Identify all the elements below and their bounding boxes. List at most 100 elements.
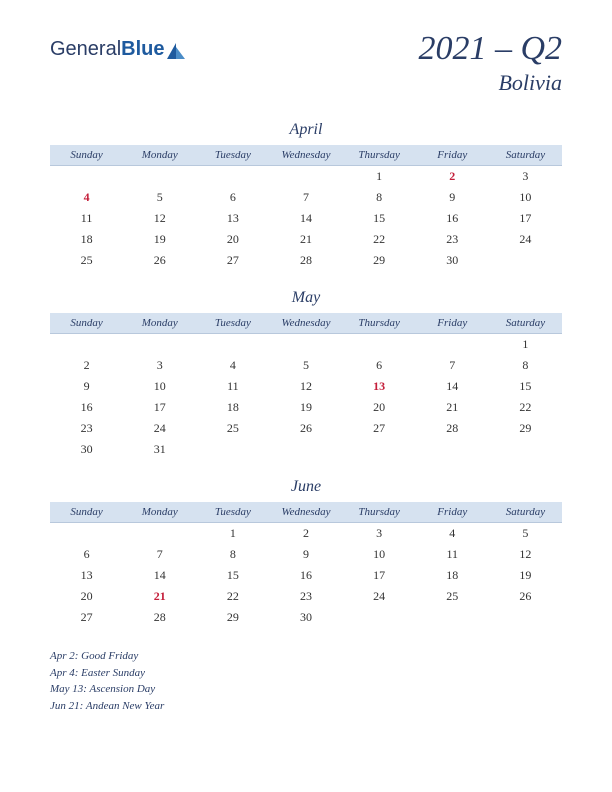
calendar-day: 10 <box>343 544 416 565</box>
calendar-day: 5 <box>269 355 342 376</box>
day-header: Friday <box>416 145 489 166</box>
calendar-day <box>269 439 342 460</box>
calendar-day: 7 <box>269 187 342 208</box>
day-header: Saturday <box>489 313 562 334</box>
calendar-day: 4 <box>416 523 489 545</box>
calendar-day: 4 <box>196 355 269 376</box>
calendar-day <box>196 166 269 188</box>
calendar-day: 8 <box>343 187 416 208</box>
calendar-day: 9 <box>269 544 342 565</box>
logo-triangle-icon-2 <box>176 47 185 59</box>
calendar-day: 19 <box>489 565 562 586</box>
calendar-day: 5 <box>489 523 562 545</box>
calendar-row: 20212223242526 <box>50 586 562 607</box>
calendar-day <box>50 334 123 356</box>
calendar-day: 13 <box>50 565 123 586</box>
calendar-row: 23242526272829 <box>50 418 562 439</box>
calendar-day: 5 <box>123 187 196 208</box>
logo-triangle-icon <box>167 43 176 59</box>
calendar-row: 13141516171819 <box>50 565 562 586</box>
calendar-day: 24 <box>123 418 196 439</box>
day-header: Sunday <box>50 145 123 166</box>
calendar-day: 15 <box>343 208 416 229</box>
month-name: April <box>50 121 562 139</box>
calendar-day: 16 <box>50 397 123 418</box>
calendar-row: 18192021222324 <box>50 229 562 250</box>
month-block: JuneSundayMondayTuesdayWednesdayThursday… <box>50 478 562 628</box>
calendar-day: 17 <box>343 565 416 586</box>
day-header: Tuesday <box>196 502 269 523</box>
calendar-day: 9 <box>50 376 123 397</box>
calendar-day: 3 <box>343 523 416 545</box>
quarter-title: 2021 – Q2 <box>418 30 562 68</box>
calendar-day: 8 <box>196 544 269 565</box>
calendar-day: 17 <box>489 208 562 229</box>
day-header: Wednesday <box>269 145 342 166</box>
calendar-day <box>416 334 489 356</box>
calendar-day <box>489 607 562 628</box>
logo-text-blue: Blue <box>121 38 164 61</box>
calendar-day: 26 <box>123 250 196 271</box>
calendar-day: 26 <box>489 586 562 607</box>
calendar-day: 11 <box>50 208 123 229</box>
calendar-row: 9101112131415 <box>50 376 562 397</box>
calendar-day: 14 <box>269 208 342 229</box>
calendar-day: 22 <box>196 586 269 607</box>
calendar-day <box>269 334 342 356</box>
calendar-day: 15 <box>489 376 562 397</box>
title-block: 2021 – Q2 Bolivia <box>418 30 562 96</box>
day-header: Tuesday <box>196 145 269 166</box>
calendar-table: SundayMondayTuesdayWednesdayThursdayFrid… <box>50 502 562 628</box>
calendar-day: 3 <box>123 355 196 376</box>
calendar-day: 14 <box>416 376 489 397</box>
calendar-day: 23 <box>50 418 123 439</box>
header: GeneralBlue 2021 – Q2 Bolivia <box>50 30 562 96</box>
calendar-day <box>489 250 562 271</box>
day-header: Monday <box>123 145 196 166</box>
calendar-day: 27 <box>196 250 269 271</box>
calendar-day: 12 <box>123 208 196 229</box>
day-header: Monday <box>123 502 196 523</box>
calendar-table: SundayMondayTuesdayWednesdayThursdayFrid… <box>50 313 562 460</box>
calendar-day: 2 <box>50 355 123 376</box>
calendar-day <box>50 523 123 545</box>
calendar-day: 30 <box>50 439 123 460</box>
day-header: Sunday <box>50 502 123 523</box>
calendar-row: 3031 <box>50 439 562 460</box>
calendar-day: 8 <box>489 355 562 376</box>
calendar-day: 23 <box>269 586 342 607</box>
calendar-day: 19 <box>269 397 342 418</box>
calendar-day <box>50 166 123 188</box>
calendar-day <box>123 166 196 188</box>
calendar-day: 6 <box>196 187 269 208</box>
calendar-day: 28 <box>269 250 342 271</box>
calendar-day: 26 <box>269 418 342 439</box>
calendar-row: 45678910 <box>50 187 562 208</box>
holiday-entry: May 13: Ascension Day <box>50 681 562 698</box>
calendar-day: 30 <box>269 607 342 628</box>
calendar-day: 29 <box>196 607 269 628</box>
calendar-row: 16171819202122 <box>50 397 562 418</box>
calendar-day: 20 <box>343 397 416 418</box>
calendar-day: 18 <box>416 565 489 586</box>
calendar-day: 6 <box>50 544 123 565</box>
calendar-day <box>269 166 342 188</box>
calendar-day: 7 <box>123 544 196 565</box>
calendar-day: 10 <box>123 376 196 397</box>
calendar-day: 3 <box>489 166 562 188</box>
day-header: Thursday <box>343 313 416 334</box>
calendar-day: 22 <box>489 397 562 418</box>
calendar-day: 2 <box>269 523 342 545</box>
calendar-day: 21 <box>269 229 342 250</box>
calendar-row: 6789101112 <box>50 544 562 565</box>
day-header: Friday <box>416 313 489 334</box>
day-header: Thursday <box>343 502 416 523</box>
calendar-day: 16 <box>416 208 489 229</box>
months-container: AprilSundayMondayTuesdayWednesdayThursda… <box>50 121 562 628</box>
day-header: Thursday <box>343 145 416 166</box>
calendar-row: 27282930 <box>50 607 562 628</box>
calendar-day: 4 <box>50 187 123 208</box>
calendar-day: 25 <box>50 250 123 271</box>
calendar-day <box>123 523 196 545</box>
day-header: Wednesday <box>269 313 342 334</box>
